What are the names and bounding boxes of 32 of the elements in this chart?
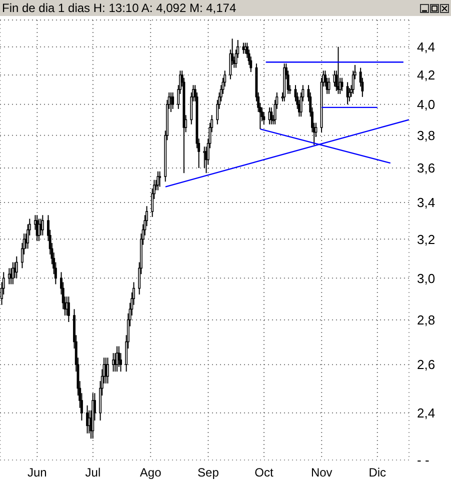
x-tick-label: Ago — [140, 466, 162, 480]
candlestick — [38, 218, 40, 242]
candlestick — [106, 357, 109, 384]
y-tick-label: 3,4 — [417, 195, 436, 210]
x-tick-label: Nov — [310, 466, 332, 480]
candlestick — [172, 92, 174, 110]
candlestick — [337, 46, 340, 94]
candlestick — [328, 77, 330, 94]
x-tick-label: Dic — [368, 466, 386, 480]
x-tick-label: Jul — [85, 466, 101, 480]
x-tick-label: Jun — [28, 466, 47, 480]
y-tick-label: 2,6 — [417, 357, 436, 372]
candlestick — [118, 346, 120, 368]
candlestick — [12, 262, 14, 285]
y-tick-label: - - — [417, 452, 430, 468]
y-tick-label: 4,4 — [417, 39, 436, 54]
y-tick-label: 3,6 — [417, 160, 436, 176]
x-tick-label: Oct — [254, 466, 274, 480]
y-tick-label: 3,8 — [417, 128, 436, 143]
y-tick-label: 2,4 — [417, 406, 436, 421]
candlestick — [203, 146, 206, 169]
candlestick — [262, 112, 266, 125]
chart-title: Fin de dia 1 dias H: 13:10 A: 4,092 M: 4,174 — [2, 1, 236, 15]
y-tick-label: 4,2 — [417, 68, 436, 83]
candlestick — [156, 170, 160, 191]
y-tick-label: 3,2 — [417, 232, 436, 247]
candlestick — [67, 296, 70, 322]
y-tick-label: 4,0 — [417, 97, 436, 112]
y-tick-label: 2,8 — [417, 312, 436, 328]
candlestick — [158, 170, 162, 188]
y-tick-label: 3,0 — [417, 270, 436, 286]
x-tick-label: Sep — [198, 466, 220, 480]
